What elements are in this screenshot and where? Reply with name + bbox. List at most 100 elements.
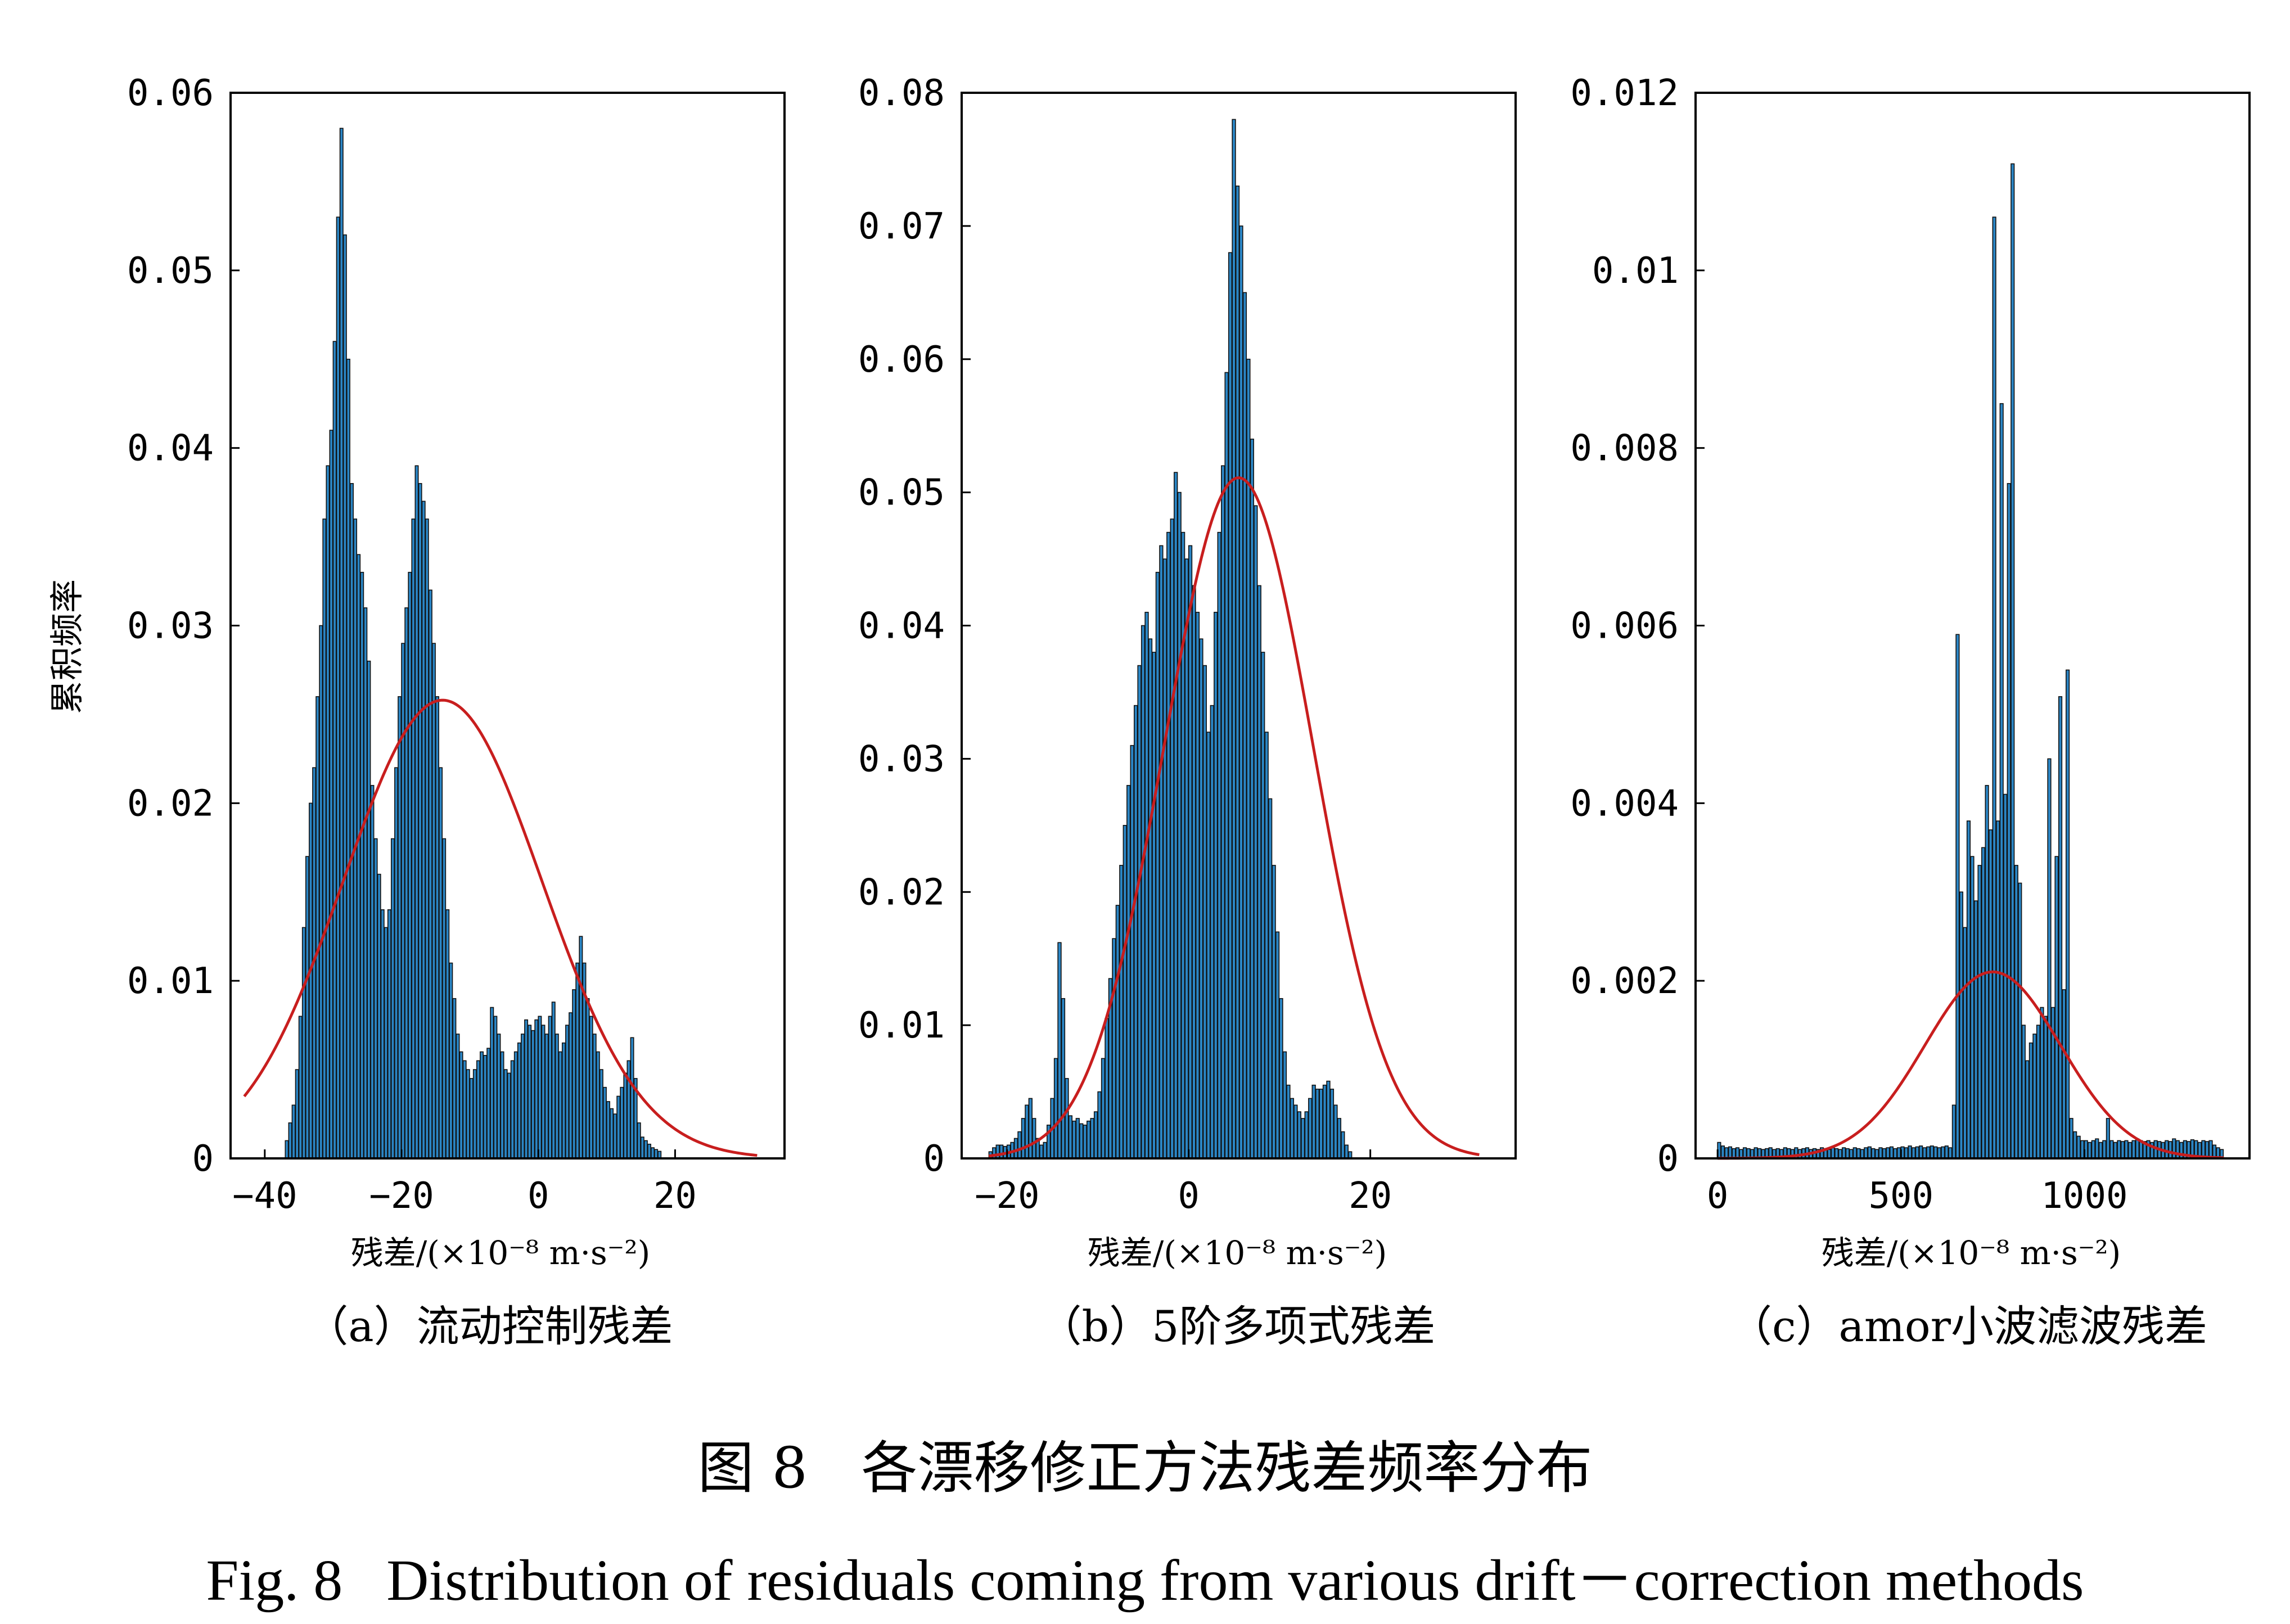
histogram-bar bbox=[2208, 1140, 2213, 1159]
histogram-bar bbox=[380, 909, 385, 1159]
histogram-bar bbox=[342, 234, 347, 1159]
subtitle-a: （a）流动控制残差 bbox=[305, 1301, 673, 1351]
histogram-bar bbox=[1174, 472, 1178, 1159]
x-tick-label: 0 bbox=[1178, 1175, 1200, 1217]
histogram-bar bbox=[1141, 625, 1146, 1159]
histogram-bar bbox=[548, 1016, 552, 1159]
histogram-bar bbox=[1930, 1145, 1934, 1159]
histogram-bar bbox=[2010, 163, 2015, 1159]
histogram-bar bbox=[507, 1072, 511, 1159]
histogram-bar bbox=[2007, 483, 2011, 1159]
histogram-bar bbox=[377, 873, 381, 1159]
histogram-bar bbox=[606, 1101, 610, 1159]
histogram-bar bbox=[599, 1069, 603, 1159]
histogram-bar bbox=[442, 838, 447, 1159]
y-tick-label: 0.06 bbox=[858, 339, 945, 381]
histogram-bar bbox=[1315, 1089, 1320, 1159]
histogram-bar bbox=[326, 465, 330, 1159]
x-tick-label: −20 bbox=[369, 1175, 434, 1217]
x-tick-label: −40 bbox=[232, 1175, 297, 1217]
histogram-bar bbox=[1025, 1104, 1029, 1159]
histogram-bar bbox=[285, 1140, 289, 1159]
histogram-bar bbox=[1170, 518, 1174, 1159]
histogram-bar bbox=[472, 1069, 477, 1159]
histogram-bar bbox=[1919, 1145, 1923, 1159]
histogram-bar bbox=[596, 1051, 600, 1159]
histogram-bar bbox=[418, 483, 422, 1159]
histogram-bar bbox=[503, 1069, 508, 1159]
histogram-bar bbox=[524, 1019, 529, 1159]
histogram-bar bbox=[1838, 1149, 1842, 1159]
histogram-bar bbox=[528, 1025, 532, 1159]
histogram-bar bbox=[589, 1016, 593, 1159]
histogram-bar bbox=[2135, 1138, 2140, 1159]
histogram-bar bbox=[1152, 652, 1156, 1159]
histogram-bar bbox=[2109, 1140, 2114, 1159]
histogram-bar bbox=[439, 767, 443, 1159]
histogram-bar bbox=[558, 1051, 562, 1159]
histogram-bar bbox=[431, 643, 436, 1159]
histogram-bar bbox=[1834, 1148, 1839, 1159]
histogram-bar bbox=[1282, 1051, 1287, 1159]
histogram-bar bbox=[1061, 998, 1066, 1159]
histogram-bar bbox=[1180, 531, 1185, 1159]
histogram-bar bbox=[1192, 585, 1196, 1159]
histogram-bar bbox=[2091, 1140, 2095, 1159]
histogram-bar bbox=[1075, 1118, 1080, 1159]
histogram-bar bbox=[1966, 820, 1971, 1159]
histogram-bar bbox=[1933, 1146, 1938, 1159]
histogram-bar bbox=[1860, 1149, 1864, 1159]
x-tick-label: 20 bbox=[653, 1175, 697, 1217]
histogram-bar bbox=[1304, 1111, 1309, 1159]
histogram-bar bbox=[1728, 1146, 1733, 1159]
histogram-bar bbox=[425, 518, 429, 1159]
panel-b: 0 0.01 0.02 0.03 0.04 0.05 0.06 0.07 0.08 −20 0 20 bbox=[858, 73, 1517, 1217]
histogram-bar bbox=[421, 500, 426, 1159]
y-tick-label: 0.002 bbox=[1570, 960, 1679, 1002]
histogram-bar bbox=[336, 216, 340, 1159]
x-axis-label-a: 残差/(×10⁻⁸ m·s⁻²) bbox=[351, 1234, 651, 1272]
histogram-bar bbox=[1032, 1118, 1036, 1159]
histogram-bar bbox=[329, 430, 333, 1159]
histogram-bar bbox=[610, 1108, 614, 1159]
histogram-bar bbox=[339, 128, 344, 1159]
histogram-bar bbox=[353, 518, 358, 1159]
histogram-bar bbox=[2021, 1025, 2026, 1159]
histogram-bar bbox=[572, 989, 576, 1159]
histogram-bar bbox=[373, 838, 378, 1159]
histogram-bar bbox=[1856, 1148, 1861, 1159]
histogram-bar bbox=[1904, 1147, 1909, 1159]
normal-fit-curve-b bbox=[989, 476, 1480, 1158]
histogram-bar bbox=[1068, 1115, 1073, 1159]
figure-caption-cn: 图 8 各漂移修正方法残差频率分布 bbox=[698, 1435, 1593, 1501]
histogram-bar bbox=[1097, 1091, 1102, 1159]
histogram-bar bbox=[1257, 585, 1261, 1159]
histogram-bar bbox=[1849, 1149, 1854, 1159]
histogram-bar bbox=[2088, 1142, 2092, 1159]
histogram-bar bbox=[1915, 1146, 1919, 1159]
histogram-bar bbox=[2032, 1034, 2037, 1159]
histogram-bar bbox=[521, 1034, 525, 1159]
histogram-bar bbox=[643, 1140, 648, 1159]
histogram-bar bbox=[298, 1016, 303, 1159]
histogram-bar bbox=[309, 802, 313, 1159]
histogram-bar bbox=[544, 1034, 549, 1159]
histogram-bar bbox=[531, 1030, 535, 1159]
histogram-bar bbox=[1297, 1111, 1301, 1159]
x-axis-label-c: 残差/(×10⁻⁸ m·s⁻²) bbox=[1822, 1234, 2121, 1272]
y-tick-label: 0.02 bbox=[858, 872, 945, 913]
y-tick-label: 0.05 bbox=[127, 250, 214, 292]
histogram-bar bbox=[332, 341, 337, 1159]
histogram-bar bbox=[493, 1016, 498, 1159]
histogram-bar bbox=[350, 483, 354, 1159]
histogram-bar bbox=[466, 1069, 470, 1159]
histogram-bar bbox=[1322, 1084, 1327, 1159]
histogram-bar bbox=[1889, 1146, 1894, 1159]
histogram-bar bbox=[2025, 1060, 2030, 1159]
y-tick-label: 0 bbox=[1657, 1138, 1679, 1180]
y-tick-label: 0.01 bbox=[858, 1005, 945, 1046]
subtitle-b: （b）5阶多项式残差 bbox=[1039, 1301, 1435, 1351]
histogram-bar bbox=[602, 1086, 607, 1159]
histogram-bar bbox=[2168, 1141, 2172, 1159]
